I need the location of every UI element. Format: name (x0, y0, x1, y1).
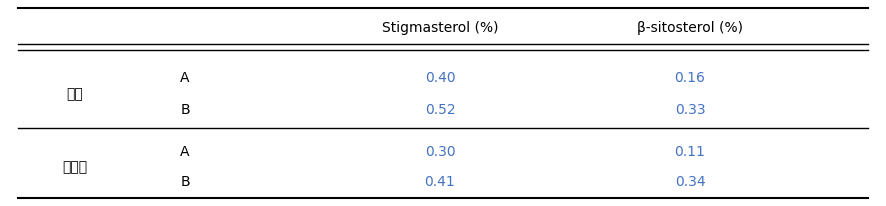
Text: 0.30: 0.30 (424, 145, 455, 159)
Text: 0.40: 0.40 (424, 71, 455, 85)
Text: 0.33: 0.33 (674, 103, 705, 117)
Text: 0.16: 0.16 (674, 71, 705, 85)
Text: 중국산: 중국산 (62, 160, 88, 174)
Text: A: A (180, 145, 190, 159)
Text: Stigmasterol (%): Stigmasterol (%) (382, 21, 498, 35)
Text: B: B (180, 175, 190, 189)
Text: 0.41: 0.41 (424, 175, 455, 189)
Text: 국산: 국산 (66, 87, 83, 101)
Text: 0.11: 0.11 (674, 145, 705, 159)
Text: 0.52: 0.52 (424, 103, 455, 117)
Text: 0.34: 0.34 (674, 175, 705, 189)
Text: A: A (180, 71, 190, 85)
Text: β-sitosterol (%): β-sitosterol (%) (637, 21, 743, 35)
Text: B: B (180, 103, 190, 117)
